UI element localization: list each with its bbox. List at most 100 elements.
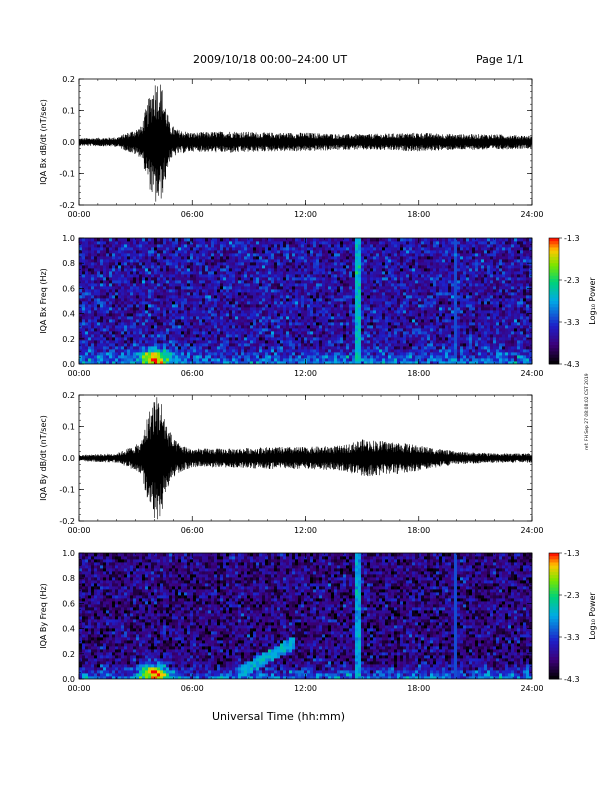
spectrogram-cell: [130, 313, 134, 317]
spectrogram-cell: [121, 343, 125, 347]
spectrogram-cell: [277, 238, 281, 242]
spectrogram-cell: [286, 256, 290, 260]
spectrogram-cell: [214, 262, 218, 266]
spectrogram-cell: [184, 277, 188, 281]
spectrogram-cell: [193, 292, 197, 296]
spectrogram-cell: [307, 280, 311, 284]
spectrogram-cell: [175, 277, 179, 281]
spectrogram-cell: [211, 250, 215, 254]
spectrogram-cell: [232, 286, 236, 290]
spectrogram-cell: [193, 313, 197, 317]
spectrogram-cell: [205, 325, 209, 329]
spectrogram-cell: [193, 250, 197, 254]
spectrogram-cell: [256, 328, 260, 332]
spectrogram-cell: [100, 325, 104, 329]
spectrogram-cell: [103, 241, 107, 245]
spectrogram-cell: [415, 265, 419, 269]
spectrogram-cell: [262, 340, 266, 344]
spectrogram-cell: [253, 247, 257, 251]
spectrogram-cell: [289, 340, 293, 344]
spectrogram-cell: [82, 325, 86, 329]
spectrogram-cell: [208, 274, 212, 278]
spectrogram-cell: [391, 280, 395, 284]
spectrogram-cell: [109, 241, 113, 245]
spectrogram-cell: [94, 295, 98, 299]
spectrogram-cell: [421, 283, 425, 287]
spectrogram-cell: [238, 331, 242, 335]
spectrogram-cell: [103, 298, 107, 302]
spectrogram-cell: [166, 259, 170, 263]
spectrogram-cell: [172, 319, 176, 323]
spectrogram-cell: [145, 238, 149, 242]
spectrogram-cell: [301, 307, 305, 311]
spectrogram-cell: [265, 319, 269, 323]
spectrogram-cell: [109, 316, 113, 320]
spectrogram-cell: [145, 256, 149, 260]
spectrogram-cell: [295, 244, 299, 248]
spectrogram-cell: [208, 247, 212, 251]
spectrogram-cell: [355, 343, 359, 347]
spectrogram-cell: [199, 280, 203, 284]
spectrogram-cell: [421, 250, 425, 254]
spectrogram-cell: [277, 265, 281, 269]
spectrogram-cell: [256, 244, 260, 248]
spectrogram-cell: [169, 337, 173, 341]
spectrogram-cell: [199, 253, 203, 257]
spectrogram-cell: [325, 313, 329, 317]
spectrogram-cell: [130, 250, 134, 254]
spectrogram-cell: [418, 331, 422, 335]
spectrogram-cell: [265, 304, 269, 308]
spectrogram-cell: [388, 355, 392, 359]
spectrogram-cell: [328, 322, 332, 326]
spectrogram-cell: [358, 334, 362, 338]
spectrogram-cell: [334, 349, 338, 353]
spectrogram-cell: [400, 352, 404, 356]
spectrogram-cell: [169, 310, 173, 314]
spectrogram-cell: [259, 301, 263, 305]
spectrogram-cell: [295, 283, 299, 287]
spectrogram-cell: [385, 328, 389, 332]
spectrogram-cell: [112, 295, 116, 299]
spectrogram-cell: [334, 241, 338, 245]
spectrogram-cell: [133, 325, 137, 329]
spectrogram-cell: [289, 271, 293, 275]
spectrogram-cell: [355, 280, 359, 284]
spectrogram-cell: [238, 238, 242, 242]
spectrogram-cell: [412, 307, 416, 311]
spectrogram-cell: [241, 274, 245, 278]
spectrogram-cell: [244, 343, 248, 347]
spectrogram-cell: [343, 247, 347, 251]
spectrogram-cell: [235, 292, 239, 296]
spectrogram-cell: [310, 355, 314, 359]
spectrogram-cell: [247, 337, 251, 341]
spectrogram-cell: [184, 316, 188, 320]
spectrogram-cell: [412, 328, 416, 332]
spectrogram-cell: [340, 292, 344, 296]
spectrogram-cell: [304, 271, 308, 275]
spectrogram-cell: [364, 274, 368, 278]
spectrogram-cell: [82, 262, 86, 266]
spectrogram-cell: [178, 301, 182, 305]
spectrogram-cell: [175, 283, 179, 287]
spectrogram-cell: [376, 262, 380, 266]
spectrogram-cell: [103, 310, 107, 314]
spectrogram-cell: [358, 268, 362, 272]
spectrogram-cell: [352, 271, 356, 275]
spectrogram-cell: [364, 247, 368, 251]
spectrogram-cell: [367, 337, 371, 341]
spectrogram-cell: [358, 262, 362, 266]
spectrogram-cell: [358, 238, 362, 242]
spectrogram-cell: [109, 319, 113, 323]
spectrogram-cell: [214, 334, 218, 338]
spectrogram-cell: [172, 241, 176, 245]
spectrogram-cell: [100, 343, 104, 347]
spectrogram-cell: [157, 361, 161, 364]
spectrogram-cell: [352, 277, 356, 281]
spectrogram-cell: [169, 334, 173, 338]
spectrogram-cell: [265, 286, 269, 290]
spectrogram-cell: [391, 262, 395, 266]
spectrogram-cell: [187, 283, 191, 287]
spectrogram-cell: [220, 274, 224, 278]
spectrogram-cell: [226, 268, 230, 272]
